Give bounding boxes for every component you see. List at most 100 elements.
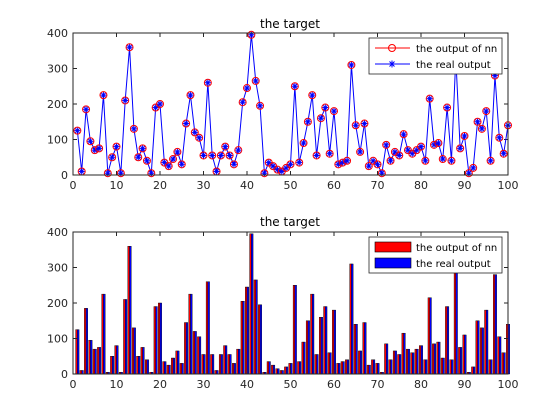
bar-real-output	[98, 347, 102, 375]
x-tick-label: 20	[153, 179, 167, 192]
bar-nn-output	[392, 350, 396, 375]
legend-swatch-real	[374, 257, 412, 269]
bar-real-output	[403, 332, 406, 375]
point-nn-output	[295, 158, 304, 167]
bar-nn-output	[310, 293, 313, 375]
point-nn-output	[434, 139, 443, 148]
bar-nn-output	[336, 363, 339, 375]
point-nn-output	[399, 130, 408, 139]
point-real-output	[470, 164, 477, 171]
point-nn-output	[356, 147, 365, 156]
axes-box	[72, 231, 509, 375]
bar-nn-output	[323, 306, 326, 375]
point-real-output	[426, 95, 433, 102]
bar-nn-output	[158, 302, 161, 375]
bar-nn-output	[123, 299, 126, 375]
point-nn-output	[330, 107, 338, 116]
x-tick-label: 30	[197, 179, 211, 192]
point-nn-output	[203, 78, 212, 87]
point-nn-output	[147, 169, 156, 178]
bar-real-output	[133, 327, 136, 375]
point-real-output	[74, 127, 81, 134]
bar-real-output	[394, 350, 397, 375]
point-real-output	[157, 101, 163, 107]
bar-real-output	[333, 309, 336, 375]
point-nn-output	[347, 60, 356, 69]
bar-real-output	[464, 334, 467, 375]
point-real-output	[309, 92, 316, 99]
point-real-output	[304, 118, 311, 125]
point-real-output	[357, 148, 364, 155]
point-real-output	[478, 125, 485, 132]
bar-real-output	[124, 299, 128, 375]
point-real-output	[257, 102, 264, 109]
point-real-output	[270, 163, 277, 170]
point-nn-output	[129, 124, 138, 133]
point-nn-output	[377, 169, 386, 178]
point-real-output	[439, 156, 446, 163]
bar-nn-output	[493, 274, 496, 375]
point-real-output	[291, 83, 298, 90]
point-nn-output	[456, 144, 465, 153]
bar-real-output	[216, 370, 219, 375]
bar-real-output	[90, 340, 93, 375]
bar-nn-output	[114, 345, 117, 375]
bar-real-output	[272, 364, 276, 375]
point-real-output	[174, 148, 181, 155]
point-nn-output	[86, 137, 95, 146]
bar-nn-output	[458, 347, 461, 375]
bar-nn-output	[349, 263, 352, 375]
point-real-output	[474, 118, 481, 125]
x-tick-label: 70	[371, 179, 385, 192]
point-nn-output	[177, 160, 186, 169]
bar-real-output	[77, 329, 80, 375]
point-nn-output	[417, 142, 425, 151]
point-real-output	[96, 145, 103, 152]
bar-real-output	[368, 364, 371, 375]
bar-nn-output	[445, 306, 448, 375]
point-nn-output	[108, 153, 117, 162]
bar-real-output	[285, 366, 289, 375]
point-nn-output	[256, 101, 265, 110]
point-nn-output	[221, 142, 230, 151]
point-nn-output	[186, 91, 195, 100]
bar-nn-output	[279, 370, 282, 375]
point-nn-output	[386, 156, 395, 165]
point-nn-output	[351, 121, 360, 130]
bar-nn-output	[197, 336, 200, 375]
point-real-output	[400, 131, 407, 138]
point-nn-output	[125, 43, 134, 52]
point-real-output	[374, 161, 381, 168]
bar-nn-output	[227, 354, 230, 375]
legend-circle-icon	[388, 44, 396, 52]
point-real-output	[252, 77, 259, 84]
point-real-output	[331, 108, 337, 115]
point-nn-output	[477, 124, 486, 133]
x-tick-label: 60	[327, 378, 341, 391]
bar-nn-output	[162, 361, 165, 375]
bar-real-output	[316, 354, 319, 375]
bar-nn-output	[136, 356, 139, 375]
bar-nn-output	[145, 359, 148, 375]
point-nn-output	[95, 144, 104, 153]
point-real-output	[322, 104, 329, 111]
point-real-output	[239, 99, 246, 106]
bar-real-output	[129, 245, 132, 375]
x-tick-label: 0	[70, 179, 77, 192]
bar-real-output	[442, 357, 445, 375]
point-nn-output	[138, 144, 147, 153]
bar-real-output	[220, 354, 223, 375]
bar-real-output	[390, 359, 393, 375]
point-real-output	[265, 159, 272, 166]
point-nn-output	[199, 151, 208, 160]
bar-nn-output	[358, 350, 361, 375]
point-real-output	[78, 168, 85, 175]
bar-nn-output	[332, 309, 335, 375]
point-real-output	[122, 97, 129, 104]
point-real-output	[200, 152, 207, 159]
point-real-output	[209, 152, 216, 159]
bar-nn-output	[210, 354, 213, 375]
bar-real-output	[94, 348, 97, 375]
point-real-output	[344, 157, 351, 164]
legend-label-nn: the output of nn	[416, 44, 497, 55]
